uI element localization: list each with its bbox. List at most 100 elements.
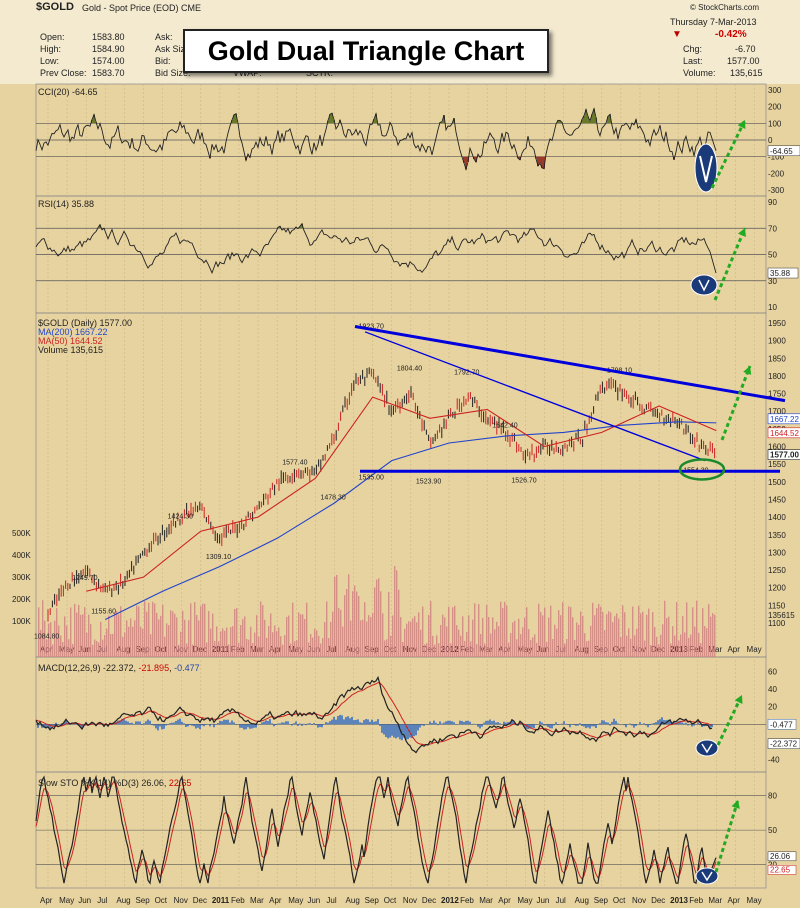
macd-hist-value: -0.477 [770,720,793,729]
volume-bar [390,635,392,657]
volume-bar [688,637,690,657]
volume-bar [676,601,678,657]
volume-bar [250,626,252,657]
volume-bar [148,602,150,657]
month-label-bottom: Aug [575,896,589,905]
volume-bar [346,588,348,657]
macd-line [35,675,713,754]
volume-bar [700,643,702,657]
volume-bar [340,609,342,657]
month-label-bottom: Oct [384,896,397,905]
sto-k-box [767,851,797,862]
month-label-top: Oct [613,645,626,654]
volume-bar [600,606,602,657]
volume-bar [164,636,166,657]
volume-bar [592,602,594,657]
volume-bar [468,615,470,657]
volume-bar [156,612,158,657]
volume-bar [322,638,324,657]
volume-bar [194,602,196,657]
month-label-bottom: 2012 [441,896,459,905]
volume-bar [96,640,98,657]
volume-bar [522,627,524,657]
volume-bar [574,639,576,657]
volume-bar [496,621,498,657]
volume-bar [152,601,154,657]
volume-bar [238,642,240,657]
price-annotation: 1155.60 [91,608,116,615]
volume-bar [240,625,242,657]
volume-bar [398,589,400,657]
volume-bar [622,605,624,657]
price-annotation: 1523.90 [416,478,441,485]
price-annotation: 1535.00 [359,474,384,481]
volume-bar [478,604,480,657]
volume-bar [562,602,564,657]
upper-trendline [354,325,786,403]
volume-bar [98,642,100,657]
volume-bar [620,637,622,657]
volume-bar [110,633,112,657]
month-label-bottom: Mar [708,896,722,905]
volume-bar [452,607,454,657]
volume-bar [450,643,452,657]
ask-size-label: Ask Size: [155,44,193,54]
volume-bar [176,617,178,657]
volume-bar [290,643,292,657]
price-tick: 1550 [768,460,786,469]
volume-bar [580,611,582,657]
volume-bar [48,623,50,657]
month-label-top: Mar [708,645,722,654]
volume-bar [112,633,114,657]
month-label-bottom: Dec [651,896,665,905]
volume-bar [76,612,78,657]
sto-tick: 50 [768,826,777,835]
month-label-bottom: Mar [250,896,264,905]
volume-bar [428,614,430,657]
volume-bar [566,639,568,657]
macd-hist-box [767,719,797,730]
volume-bar [372,613,374,657]
volume-bar [276,631,278,657]
volume-bar [526,607,528,657]
volume-bar [104,635,106,657]
volume-bar [618,618,620,657]
volume-bar [114,612,116,657]
price-annotation: 1577.40 [282,460,307,467]
volume-bar [88,614,90,657]
month-label-bottom: Jul [326,896,336,905]
volume-bar [650,644,652,657]
cci-current-value: -64.65 [770,147,793,156]
volume-bar [476,644,478,657]
sto-k-value: 26.06 [770,852,791,861]
bid-label: Bid: [155,56,171,66]
volume-bar [122,636,124,657]
volume-bar [402,641,404,657]
volume-bar [260,601,262,657]
volume-bar [134,620,136,657]
sto-v-mark [701,871,713,882]
volume-bar [296,640,298,657]
volume-bar [486,604,488,657]
green-arrow-head [737,120,746,129]
volume-bar [586,641,588,657]
volume-bar [196,614,198,657]
volume-bar [648,608,650,657]
volume-bar [436,635,438,657]
volume-bar [108,615,110,657]
volume-bar [382,613,384,657]
volume-bar [530,639,532,657]
volume-bar [56,608,58,657]
volume-bar [378,578,380,657]
price-legend-ma50: MA(50) 1644.52 [38,336,103,346]
sto-tick: 80 [768,792,777,801]
volume-bar [308,642,310,657]
volume-bar [54,620,56,657]
volume-bar [704,626,706,657]
month-label-bottom: Apr [40,896,53,905]
volume-bar [396,570,398,657]
volume-bar [498,626,500,657]
volume-bar [356,591,358,657]
rsi-tick: 30 [768,277,777,286]
cci-tick: 300 [768,86,782,95]
